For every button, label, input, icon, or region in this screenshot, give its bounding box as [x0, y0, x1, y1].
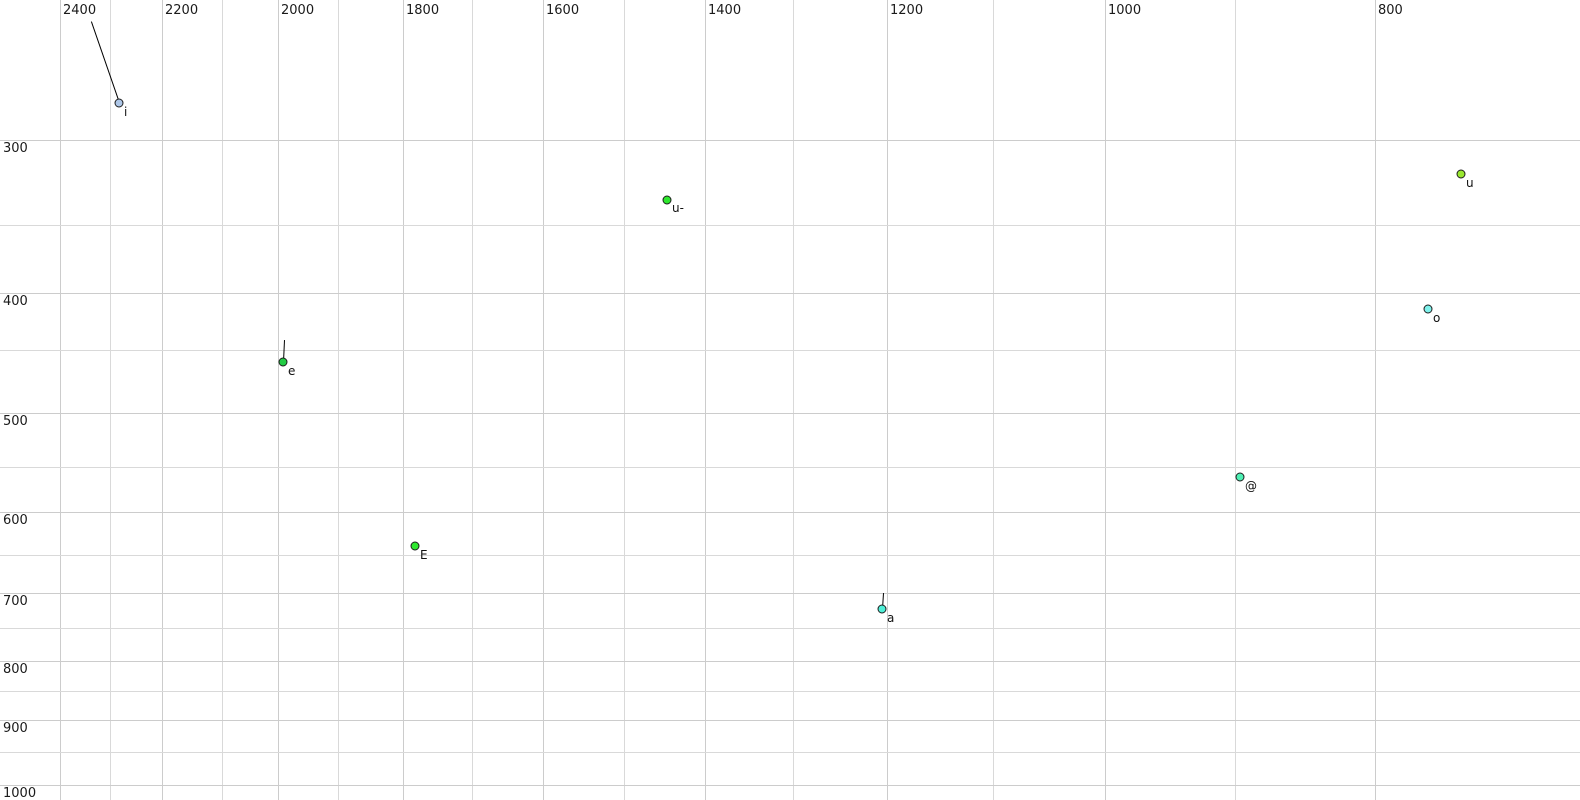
gridline-vertical-1800 [403, 0, 404, 800]
x-tick-label-2400: 2400 [63, 3, 97, 18]
gridline-horizontal-500 [0, 413, 1580, 414]
data-point-a[interactable] [877, 604, 887, 614]
gridline-vertical-minor-6 [993, 0, 994, 800]
gridline-horizontal-300 [0, 140, 1580, 141]
x-tick-label-800: 800 [1378, 3, 1403, 18]
gridline-horizontal-400 [0, 293, 1580, 294]
data-point-u-[interactable] [662, 195, 672, 205]
y-tick-label-500: 500 [3, 414, 28, 429]
gridline-vertical-minor-3 [472, 0, 473, 800]
x-tick-label-1000: 1000 [1108, 3, 1142, 18]
gridline-horizontal-minor-2 [0, 467, 1580, 468]
data-point-label-o: o [1433, 311, 1441, 325]
gridline-vertical-2400 [60, 0, 61, 800]
data-point-@[interactable] [1235, 472, 1245, 482]
gridline-horizontal-900 [0, 720, 1580, 721]
gridline-vertical-minor-2 [338, 0, 339, 800]
y-tick-label-900: 900 [3, 721, 28, 736]
data-point-label-a: a [887, 611, 895, 625]
data-point-u[interactable] [1456, 169, 1466, 179]
y-tick-label-1000: 1000 [3, 786, 37, 800]
data-point-label-@: @ [1245, 479, 1257, 493]
data-point-label-i: i [124, 105, 128, 119]
gridline-horizontal-minor-4 [0, 628, 1580, 629]
data-point-i[interactable] [114, 98, 124, 108]
data-point-label-E: E [420, 548, 428, 562]
gridline-vertical-minor-0 [110, 0, 111, 800]
gridline-vertical-2000 [278, 0, 279, 800]
gridline-vertical-2200 [162, 0, 163, 800]
gridline-horizontal-minor-6 [0, 752, 1580, 753]
gridline-horizontal-minor-0 [0, 225, 1580, 226]
data-point-label-u: u [1466, 176, 1474, 190]
data-point-e[interactable] [278, 357, 288, 367]
gridline-horizontal-minor-5 [0, 691, 1580, 692]
gridline-vertical-1000 [1105, 0, 1106, 800]
x-tick-label-1400: 1400 [708, 3, 742, 18]
y-tick-label-400: 400 [3, 294, 28, 309]
y-tick-label-700: 700 [3, 594, 28, 609]
y-tick-label-300: 300 [3, 141, 28, 156]
gridline-horizontal-minor-3 [0, 555, 1580, 556]
gridline-vertical-1600 [543, 0, 544, 800]
y-tick-label-600: 600 [3, 513, 28, 528]
gridline-vertical-1400 [705, 0, 706, 800]
x-tick-label-2200: 2200 [165, 3, 199, 18]
gridline-horizontal-minor-1 [0, 350, 1580, 351]
x-tick-label-1200: 1200 [890, 3, 924, 18]
gridline-horizontal-800 [0, 661, 1580, 662]
gridline-vertical-minor-4 [624, 0, 625, 800]
x-tick-label-1600: 1600 [546, 3, 580, 18]
point-connector-i [91, 21, 120, 104]
data-point-label-u-: u- [672, 201, 684, 215]
gridline-horizontal-700 [0, 593, 1580, 594]
data-point-o[interactable] [1423, 304, 1433, 314]
gridline-vertical-1200 [887, 0, 888, 800]
gridline-horizontal-1000 [0, 785, 1580, 786]
gridline-vertical-800 [1375, 0, 1376, 800]
x-tick-label-1800: 1800 [406, 3, 440, 18]
x-tick-label-2000: 2000 [281, 3, 315, 18]
data-point-label-e: e [288, 364, 296, 378]
gridline-vertical-minor-1 [222, 0, 223, 800]
y-tick-label-800: 800 [3, 662, 28, 677]
gridline-vertical-minor-7 [1235, 0, 1236, 800]
gridline-horizontal-600 [0, 512, 1580, 513]
data-point-E[interactable] [410, 541, 420, 551]
gridline-vertical-minor-5 [793, 0, 794, 800]
